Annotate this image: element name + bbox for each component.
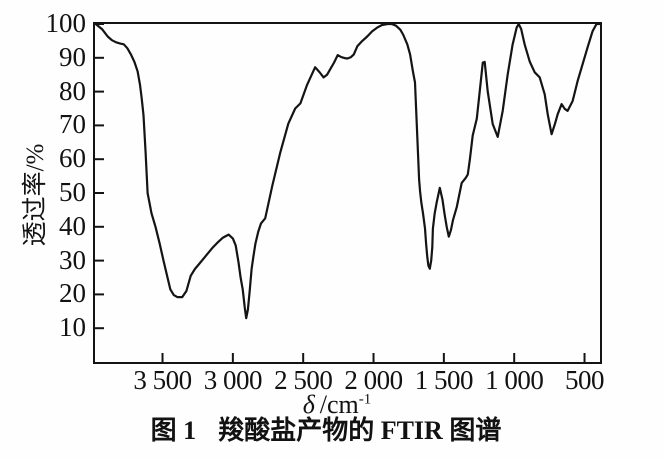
y-tick-label: 40 xyxy=(59,210,86,241)
x-tick-label: 2 500 xyxy=(274,365,333,395)
x-tick-label: 1 000 xyxy=(485,365,544,395)
y-tick-label: 70 xyxy=(59,109,86,140)
x-axis-title: δ/cm-1 xyxy=(303,392,372,418)
x-tick-label: 1 500 xyxy=(414,365,474,395)
figure-caption: 图 1 羧酸盐产物的 FTIR 图谱 xyxy=(151,415,502,446)
y-tick-label: 30 xyxy=(59,244,86,275)
y-tick-label: 20 xyxy=(59,278,86,309)
x-axis-symbol: δ xyxy=(302,390,315,419)
y-axis-title: 透过率/% xyxy=(22,143,49,247)
y-tick-label: 10 xyxy=(59,312,86,343)
x-axis-superscript: -1 xyxy=(358,391,372,408)
x-tick-label: 3 500 xyxy=(133,365,192,395)
caption-text: 羧酸盐产物的 FTIR 图谱 xyxy=(218,416,502,445)
y-tick-label: 80 xyxy=(59,75,86,106)
plot-frame xyxy=(93,22,602,364)
caption-number: 图 1 xyxy=(150,416,197,445)
y-tick-label: 100 xyxy=(45,7,87,38)
x-tick-label: 2 000 xyxy=(344,365,403,395)
x-tick-label: 3 000 xyxy=(203,365,263,395)
y-tick-label: 90 xyxy=(59,41,86,72)
y-tick-label: 60 xyxy=(59,143,86,174)
spectrum-canvas xyxy=(95,24,600,362)
x-tick-label: 500 xyxy=(565,365,605,395)
spectrum-curve xyxy=(95,24,600,320)
x-axis-unit: /cm xyxy=(319,390,359,419)
y-tick-label: 50 xyxy=(59,176,86,207)
